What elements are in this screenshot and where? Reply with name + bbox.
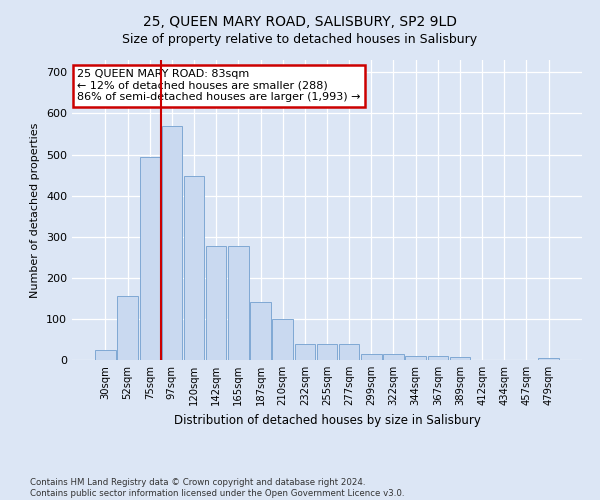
X-axis label: Distribution of detached houses by size in Salisbury: Distribution of detached houses by size … — [173, 414, 481, 426]
Bar — [161, 126, 182, 360]
Text: Contains HM Land Registry data © Crown copyright and database right 2024.
Contai: Contains HM Land Registry data © Crown c… — [30, 478, 404, 498]
Bar — [295, 344, 315, 360]
Bar — [184, 176, 204, 360]
Bar — [250, 302, 271, 360]
Bar — [228, 246, 248, 360]
Bar — [538, 358, 559, 360]
Bar — [118, 296, 138, 360]
Text: 25 QUEEN MARY ROAD: 83sqm
← 12% of detached houses are smaller (288)
86% of semi: 25 QUEEN MARY ROAD: 83sqm ← 12% of detac… — [77, 69, 361, 102]
Bar — [361, 354, 382, 360]
Bar — [206, 246, 226, 360]
Bar — [317, 344, 337, 360]
Text: 25, QUEEN MARY ROAD, SALISBURY, SP2 9LD: 25, QUEEN MARY ROAD, SALISBURY, SP2 9LD — [143, 15, 457, 29]
Bar — [95, 350, 116, 360]
Text: Size of property relative to detached houses in Salisbury: Size of property relative to detached ho… — [122, 32, 478, 46]
Bar — [272, 319, 293, 360]
Bar — [450, 356, 470, 360]
Y-axis label: Number of detached properties: Number of detached properties — [31, 122, 40, 298]
Bar — [428, 356, 448, 360]
Bar — [339, 344, 359, 360]
Bar — [406, 356, 426, 360]
Bar — [140, 156, 160, 360]
Bar — [383, 354, 404, 360]
